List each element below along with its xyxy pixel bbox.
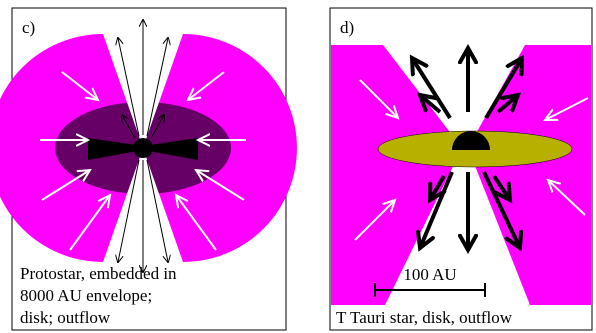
caption-line: Protostar, embedded in <box>20 264 177 283</box>
panel-d: 100 AU d) T Tauri star, disk, outflow <box>330 8 592 330</box>
caption-line: 8000 AU envelope; <box>20 286 152 305</box>
figure: c) Protostar, embedded in 8000 AU envelo… <box>0 0 596 333</box>
panel-c: c) Protostar, embedded in 8000 AU envelo… <box>0 8 297 330</box>
caption-line: T Tauri star, disk, outflow <box>336 308 513 327</box>
protostar <box>133 138 153 158</box>
panel-label: d) <box>340 18 354 37</box>
scale-label: 100 AU <box>403 265 456 284</box>
caption-line: disk; outflow <box>20 308 111 327</box>
panel-label: c) <box>22 18 35 37</box>
